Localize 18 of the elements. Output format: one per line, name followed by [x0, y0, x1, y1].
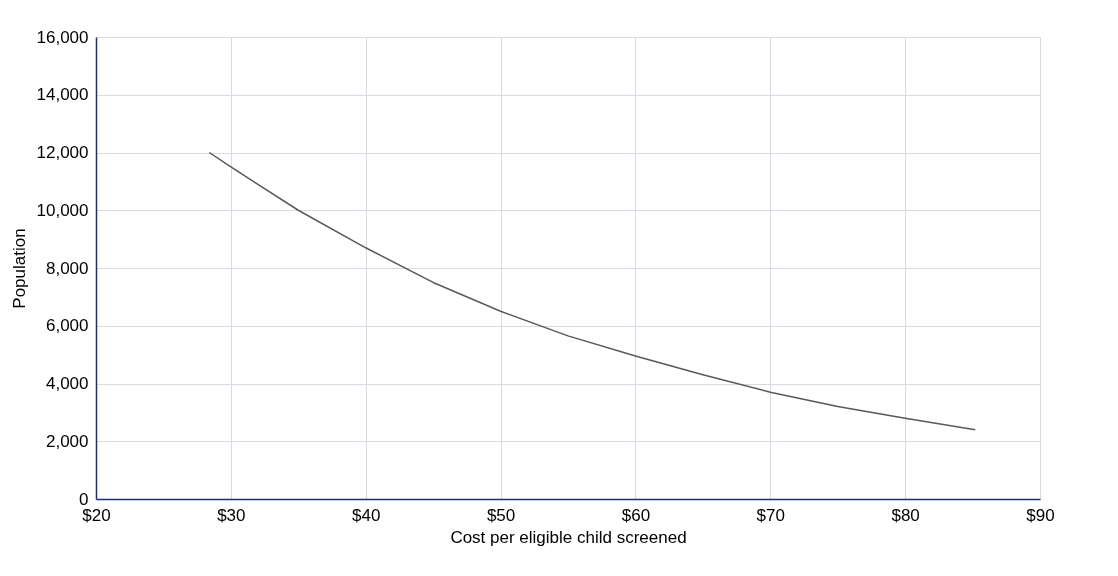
y-tick-label: 6,000 [45, 316, 89, 336]
x-tick-label: $90 [1026, 505, 1055, 525]
line-series [208, 151, 977, 431]
y-tick-label: 12,000 [36, 143, 89, 162]
x-tick-label: $60 [621, 505, 651, 525]
x-tick-label: $50 [486, 505, 516, 525]
y-tick-label: 16,000 [36, 27, 89, 47]
x-tick-label: $70 [756, 505, 785, 525]
y-tick-label: 4,000 [45, 374, 89, 393]
x-axis-title: Cost per eligible child screened [450, 527, 687, 547]
x-tick-label: $40 [352, 505, 381, 525]
y-tick-label: 2,000 [45, 431, 89, 451]
x-tick-label: $80 [891, 505, 920, 525]
y-tick-label: 14,000 [36, 85, 89, 105]
y-tick-label: 10,000 [36, 200, 89, 220]
y-axis-title: Population [9, 228, 29, 309]
x-tick-label: $30 [217, 505, 246, 525]
y-tick-label: 8,000 [45, 258, 89, 278]
